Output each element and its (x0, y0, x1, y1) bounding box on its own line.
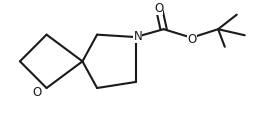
Text: N: N (134, 30, 142, 43)
Text: O: O (188, 33, 197, 46)
Text: O: O (154, 2, 163, 15)
Text: O: O (33, 86, 42, 99)
